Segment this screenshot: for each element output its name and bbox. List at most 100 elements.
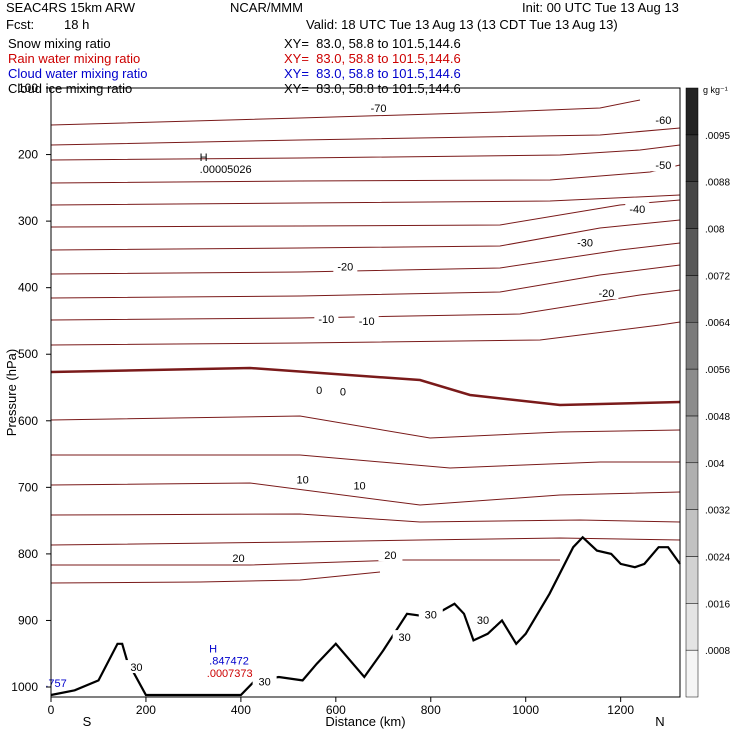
isotherm-label-bg [124, 660, 149, 674]
max-value: .757 [45, 678, 66, 690]
isotherm-label: 0 [340, 387, 346, 399]
y-tick-label: 1000 [11, 680, 38, 694]
field-xy-cloud-water: XY= 83.0, 58.8 to 101.5,144.6 [284, 66, 461, 81]
colorbar-cell [685, 134, 699, 182]
valid-time: Valid: 18 UTC Tue 13 Aug 13 (13 CDT Tue … [306, 17, 618, 32]
isotherm-line [50, 144, 681, 161]
max-value: .0007373 [207, 668, 253, 680]
y-tick-label: 900 [18, 613, 38, 627]
isotherm-label-bg [347, 478, 372, 492]
x-tick-label: 600 [326, 703, 346, 717]
x-tick-label: 800 [421, 703, 441, 717]
isotherm-label: -40 [629, 204, 645, 216]
isotherm-label-bg [625, 202, 650, 216]
fcst-label: Fcst: [6, 17, 35, 32]
y-tick-label: 800 [18, 547, 38, 561]
y-tick-label: 500 [18, 347, 38, 361]
colorbar-cell [685, 321, 699, 370]
x-tick-label: 1200 [607, 703, 634, 717]
isotherm-line [50, 366, 681, 407]
isotherm-label-bg [330, 384, 355, 398]
colorbar: .0008 .0016 .0024 .0032 .004 .0048 .0056 .0064.… [685, 85, 730, 698]
colorbar-cell [685, 462, 699, 510]
isotherm-line [50, 99, 641, 126]
field-label-rain: Rain water mixing ratio [8, 51, 141, 66]
isotherm-label: -20 [337, 261, 353, 273]
colorbar-cell [685, 228, 699, 276]
field-xy-snow: XY= 83.0, 58.8 to 101.5,144.6 [284, 36, 461, 51]
colorbar-level: .0016 [705, 599, 730, 610]
isotherm-label: -30 [577, 237, 593, 249]
isotherm-label-bg [307, 383, 332, 397]
x-axis-title: Distance (km) [325, 714, 405, 729]
isotherm-label: -20 [598, 288, 614, 300]
y-tick-label: 700 [18, 480, 38, 494]
max-value: .00005026 [200, 164, 252, 176]
model-title: SEAC4RS 15km ARW [6, 0, 136, 15]
colorbar-cell [685, 181, 699, 229]
isotherm-label-bg [651, 112, 676, 126]
isotherm-label: 10 [353, 480, 365, 492]
isotherm-line [50, 513, 681, 523]
isotherm-label-bg [378, 548, 403, 562]
isotherm-label-bg [418, 607, 443, 621]
isotherm-label: 10 [296, 474, 308, 486]
isotherm-label: 30 [477, 615, 489, 627]
isotherm-label: 20 [232, 553, 244, 565]
isotherm-label: 30 [258, 677, 270, 689]
isotherm-line [51, 454, 680, 469]
center-title: NCAR/MMM [230, 0, 303, 15]
isotherm-label: -10 [318, 314, 334, 326]
isotherm-label-bg [594, 285, 619, 299]
isotherm-line [50, 537, 681, 546]
temperature-contours [50, 99, 681, 584]
y-axis-title: Pressure (hPa) [4, 349, 19, 436]
max-marker: H [200, 152, 208, 164]
isotherm-line [50, 482, 681, 506]
colorbar-level: .0072 [705, 271, 730, 282]
colorbar-units: g kg⁻¹ [703, 85, 728, 95]
x-tick-label: 400 [231, 703, 251, 717]
isotherm-label: 30 [130, 662, 142, 674]
isotherm-line [50, 264, 681, 299]
colorbar-level: .0032 [705, 506, 730, 517]
colorbar-cell [685, 603, 699, 651]
colorbar-cell [685, 415, 699, 464]
isotherm-line [51, 559, 560, 566]
isotherm-line [50, 415, 681, 439]
colorbar-level: .0008 [705, 646, 730, 657]
y-tick-label: 100 [18, 81, 38, 95]
isotherm-label-bg [470, 612, 495, 626]
x-tick-label: 1000 [512, 703, 539, 717]
isotherm-label: 30 [399, 632, 411, 644]
colorbar-level: .008 [705, 225, 725, 236]
axes: 0 200 400 600 800 1000 12001002003004005006007… [4, 81, 665, 729]
isotherm-line [50, 289, 681, 321]
y-tick-label: 600 [18, 414, 38, 428]
x-end-label-right: N [655, 714, 664, 729]
fcst-value: 18 h [64, 17, 90, 32]
colorbar-level: .0088 [705, 178, 730, 189]
colorbar-cell [685, 87, 699, 136]
colorbar-level: .0048 [705, 412, 730, 423]
x-end-label-left: S [83, 714, 92, 729]
isotherm-line [50, 219, 681, 251]
colorbar-level: .0064 [705, 318, 730, 329]
colorbar-level: .004 [705, 459, 725, 470]
isotherm-line [50, 571, 381, 584]
isotherm-label: -60 [655, 115, 671, 127]
field-label-snow: Snow mixing ratio [8, 36, 111, 51]
isotherm-line [50, 127, 681, 146]
y-tick-label: 200 [18, 148, 38, 162]
colorbar-cell [685, 368, 699, 417]
isotherm-label-bg [314, 311, 339, 325]
isotherm-label: -70 [371, 103, 387, 115]
x-tick-label: 0 [48, 703, 55, 717]
isotherm-label-bg [290, 472, 315, 486]
isotherm-line [50, 164, 681, 184]
isotherm-line [50, 194, 681, 206]
isotherm-label-bg [226, 550, 251, 564]
isotherm-label: -10 [359, 316, 375, 328]
isotherm-line [50, 242, 681, 275]
